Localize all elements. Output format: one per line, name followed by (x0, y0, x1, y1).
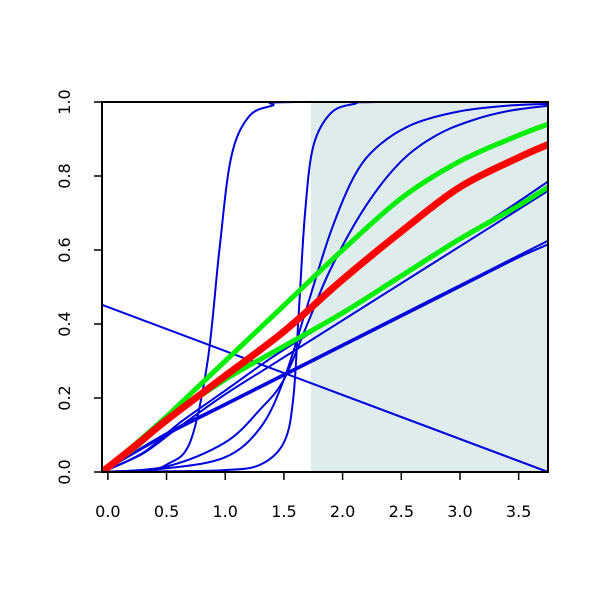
series-line-blue-8 (102, 243, 548, 472)
y-tick-label: 0.4 (55, 311, 74, 336)
y-tick-label: 1.0 (55, 89, 74, 114)
series-line-red-12 (102, 141, 548, 472)
axes: 0.0 0.5 1.0 1.5 2.0 2.5 3.0 3.5 0.0 0.2 0.4 0.6 0.8 1… (55, 89, 549, 521)
y-tick-label: 0.8 (55, 163, 74, 188)
y-tick-label: 0.2 (55, 385, 74, 410)
series-line-blue-1 (102, 303, 548, 472)
plot-area (102, 102, 548, 472)
y-tick-label: 0.0 (55, 459, 74, 484)
x-tick-label: 0.0 (95, 502, 120, 521)
series-line-blue-4 (102, 102, 548, 472)
x-tick-label: 3.0 (447, 502, 472, 521)
x-tick-label: 2.5 (389, 502, 414, 521)
x-tick-label: 1.0 (213, 502, 238, 521)
plot-frame (101, 101, 549, 473)
x-tick-label: 2.0 (330, 502, 355, 521)
y-tick-label: 0.6 (55, 237, 74, 262)
series-line-blue-9 (102, 239, 548, 472)
series-line-blue-5 (102, 104, 548, 472)
series-line-blue-6 (102, 189, 548, 472)
x-tick-label: 1.5 (271, 502, 296, 521)
x-tick-label: 0.5 (154, 502, 179, 521)
x-tick-label: 3.5 (506, 502, 531, 521)
